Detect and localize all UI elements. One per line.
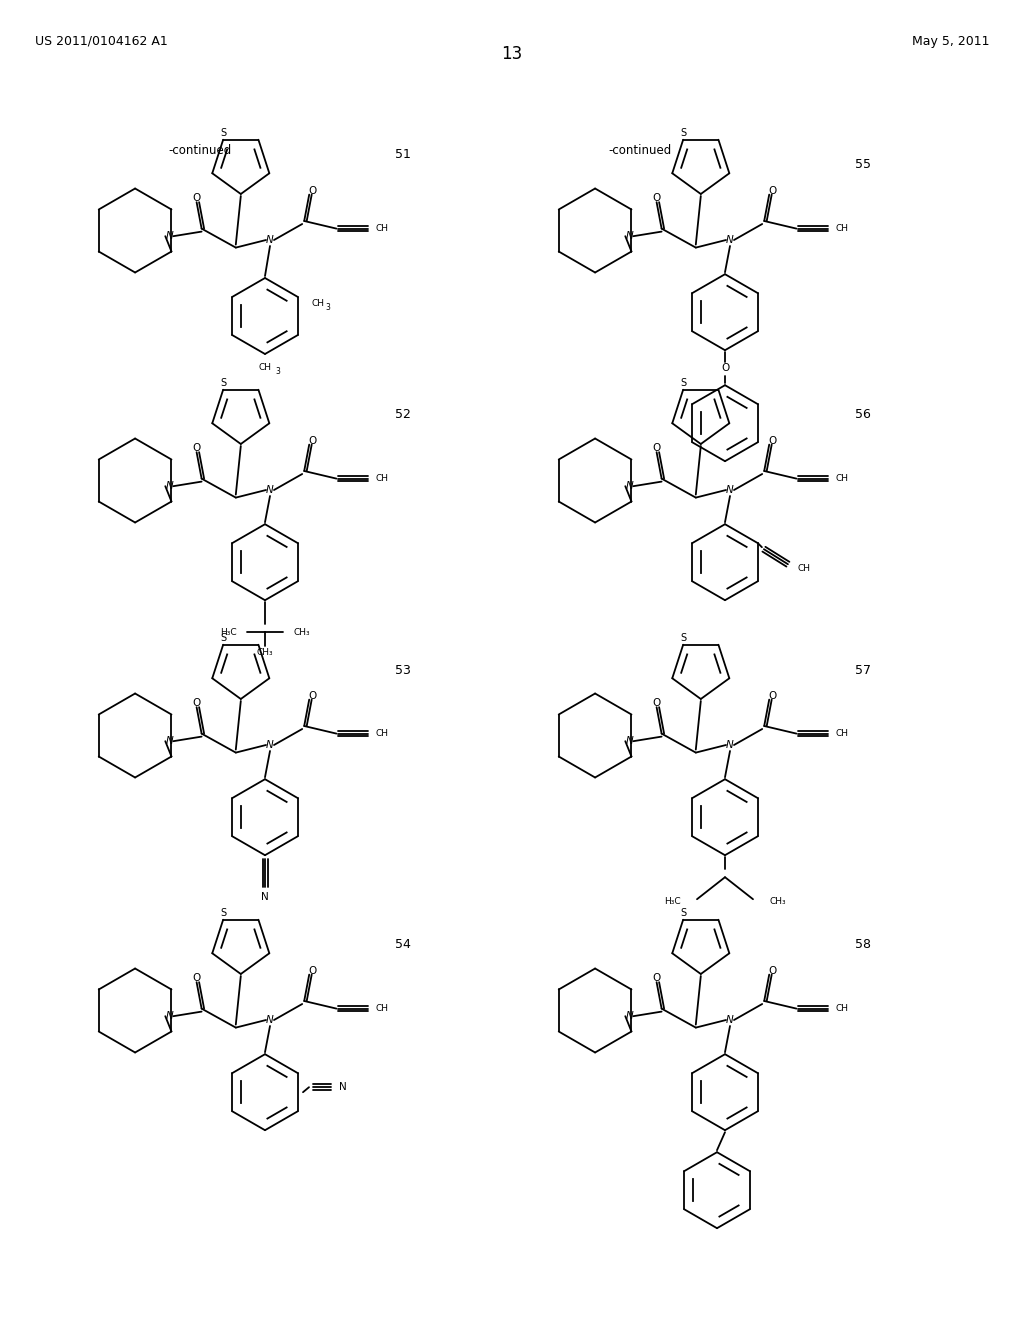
Text: S: S <box>681 908 687 917</box>
Text: CH: CH <box>376 729 388 738</box>
Text: O: O <box>193 973 201 983</box>
Text: CH₃: CH₃ <box>769 896 785 906</box>
Text: O: O <box>652 698 660 709</box>
Text: N: N <box>266 235 273 246</box>
Text: S: S <box>220 908 226 917</box>
Text: N: N <box>726 1015 734 1026</box>
Text: O: O <box>308 966 316 975</box>
Text: 56: 56 <box>855 408 870 421</box>
Text: N: N <box>261 892 269 902</box>
Text: O: O <box>768 186 776 195</box>
Text: N: N <box>726 235 734 246</box>
Text: N: N <box>266 741 273 750</box>
Text: US 2011/0104162 A1: US 2011/0104162 A1 <box>35 36 168 48</box>
Text: CH: CH <box>836 729 849 738</box>
Text: O: O <box>768 436 776 446</box>
Text: S: S <box>681 128 687 137</box>
Text: N: N <box>626 482 633 491</box>
Text: O: O <box>308 436 316 446</box>
Text: 58: 58 <box>855 939 871 952</box>
Text: O: O <box>652 973 660 983</box>
Text: 55: 55 <box>855 158 871 172</box>
Text: N: N <box>726 484 734 495</box>
Text: N: N <box>166 1011 173 1022</box>
Text: O: O <box>193 698 201 709</box>
Text: O: O <box>768 966 776 975</box>
Text: N: N <box>339 1082 347 1092</box>
Text: CH: CH <box>376 224 388 234</box>
Text: CH: CH <box>311 300 324 309</box>
Text: H₃C: H₃C <box>665 896 681 906</box>
Text: 53: 53 <box>395 664 411 676</box>
Text: O: O <box>721 363 729 374</box>
Text: N: N <box>726 741 734 750</box>
Text: S: S <box>681 632 687 643</box>
Text: CH: CH <box>376 474 388 483</box>
Text: 13: 13 <box>502 45 522 63</box>
Text: S: S <box>681 378 687 388</box>
Text: CH: CH <box>376 1005 388 1014</box>
Text: 3: 3 <box>275 367 280 376</box>
Text: May 5, 2011: May 5, 2011 <box>912 36 990 48</box>
Text: CH: CH <box>836 1005 849 1014</box>
Text: N: N <box>166 737 173 746</box>
Text: 3: 3 <box>325 304 330 313</box>
Text: N: N <box>166 231 173 242</box>
Text: N: N <box>266 1015 273 1026</box>
Text: CH: CH <box>258 363 271 372</box>
Text: 54: 54 <box>395 939 411 952</box>
Text: -continued: -continued <box>168 144 231 157</box>
Text: N: N <box>626 231 633 242</box>
Text: -continued: -continued <box>608 144 672 157</box>
Text: N: N <box>626 737 633 746</box>
Text: O: O <box>308 690 316 701</box>
Text: N: N <box>626 1011 633 1022</box>
Text: CH: CH <box>836 224 849 234</box>
Text: CH₃: CH₃ <box>257 648 273 657</box>
Text: CH₃: CH₃ <box>293 628 309 636</box>
Text: 52: 52 <box>395 408 411 421</box>
Text: S: S <box>220 632 226 643</box>
Text: O: O <box>193 444 201 453</box>
Text: CH: CH <box>798 564 811 573</box>
Text: O: O <box>652 193 660 203</box>
Text: O: O <box>768 690 776 701</box>
Text: H₃C: H₃C <box>220 628 237 636</box>
Text: O: O <box>193 193 201 203</box>
Text: 51: 51 <box>395 149 411 161</box>
Text: O: O <box>308 186 316 195</box>
Text: O: O <box>652 444 660 453</box>
Text: S: S <box>220 378 226 388</box>
Text: 57: 57 <box>855 664 871 676</box>
Text: S: S <box>220 128 226 137</box>
Text: N: N <box>266 484 273 495</box>
Text: N: N <box>166 482 173 491</box>
Text: CH: CH <box>836 474 849 483</box>
